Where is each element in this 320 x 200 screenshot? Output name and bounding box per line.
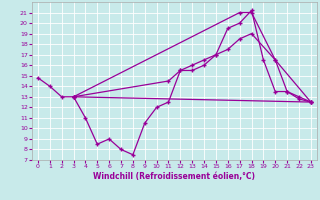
X-axis label: Windchill (Refroidissement éolien,°C): Windchill (Refroidissement éolien,°C) — [93, 172, 255, 181]
